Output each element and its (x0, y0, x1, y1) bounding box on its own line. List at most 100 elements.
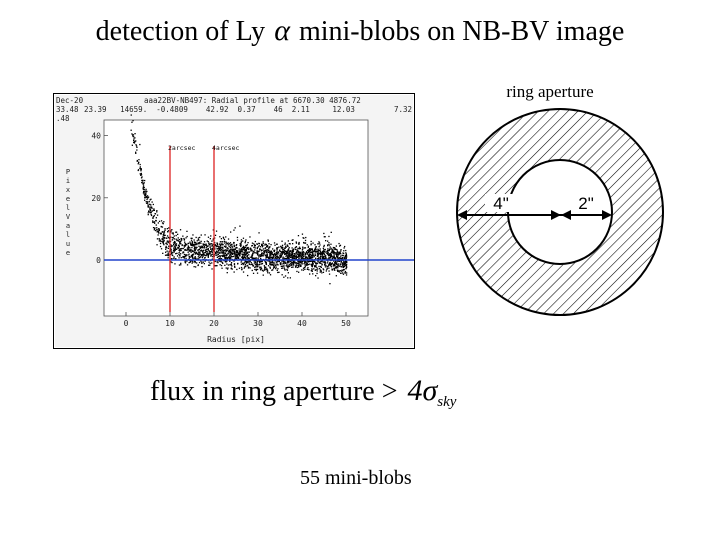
scatter-point (134, 137, 136, 139)
scatter-point (318, 242, 321, 244)
scatter-point (299, 253, 301, 255)
title-alpha-symbol: α (274, 14, 290, 47)
scatter-point (292, 262, 295, 264)
scatter-point (285, 254, 288, 256)
scatter-point (258, 255, 260, 257)
scatter-point (163, 234, 165, 237)
scatter-point (185, 257, 187, 260)
scatter-point (340, 249, 342, 251)
scatter-point (238, 267, 241, 269)
scatter-point (152, 220, 154, 222)
scatter-point (160, 232, 162, 235)
scatter-point (215, 250, 218, 252)
scatter-point (176, 252, 178, 254)
y-axis-label-char: u (66, 240, 70, 248)
scatter-point (146, 190, 148, 193)
scatter-point (308, 258, 310, 260)
scatter-point (323, 245, 325, 248)
scatter-point (346, 263, 348, 266)
scatter-point (298, 253, 301, 255)
scatter-point (335, 245, 337, 247)
scatter-point (342, 264, 344, 266)
scatter-point (315, 264, 317, 267)
scatter-point (170, 245, 173, 247)
scatter-point (322, 250, 324, 253)
scatter-point (264, 266, 266, 268)
scatter-point (310, 244, 312, 246)
scatter-point (262, 241, 264, 243)
scatter-point (290, 256, 292, 259)
scatter-point (300, 255, 302, 257)
scatter-point (230, 251, 232, 253)
scatter-point (330, 255, 333, 257)
scatter-point (198, 248, 200, 251)
scatter-point (254, 261, 256, 263)
scatter-point (246, 255, 248, 257)
scatter-point (214, 234, 217, 236)
x-tick-label: 20 (209, 319, 219, 328)
scatter-point (304, 264, 306, 266)
scatter-point (259, 261, 261, 264)
scatter-point (293, 257, 295, 259)
scatter-point (318, 246, 320, 248)
scatter-point (254, 245, 256, 247)
scatter-point (224, 253, 226, 255)
scatter-point (246, 261, 249, 263)
scatter-point (199, 246, 201, 248)
scatter-point (224, 264, 226, 266)
scatter-point (334, 269, 336, 271)
scatter-point (245, 251, 248, 253)
scatter-point (193, 249, 196, 251)
scatter-point (333, 257, 335, 259)
scatter-point (303, 237, 305, 239)
scatter-point (290, 253, 292, 255)
scatter-point (257, 264, 259, 266)
scatter-point (203, 252, 205, 254)
scatter-point (279, 254, 281, 257)
scatter-point (173, 240, 176, 243)
scatter-point (178, 264, 181, 266)
scatter-point (296, 266, 299, 269)
scatter-point (193, 247, 195, 250)
scatter-point (314, 266, 316, 268)
scatter-point (235, 253, 238, 256)
scatter-point (227, 264, 230, 266)
scatter-point (345, 254, 348, 256)
scatter-point (184, 254, 186, 256)
scatter-point (236, 255, 238, 257)
scatter-point (270, 253, 272, 255)
scatter-point (320, 270, 322, 272)
scatter-point (257, 268, 259, 271)
scatter-point (243, 253, 245, 255)
scatter-point (311, 270, 313, 272)
scatter-point (147, 204, 149, 206)
scatter-point (273, 264, 275, 266)
scatter-point (224, 256, 226, 258)
scatter-point (242, 247, 244, 249)
scatter-point (214, 244, 217, 246)
scatter-point (216, 248, 218, 250)
outer-radius-label: 4" (493, 194, 509, 213)
scatter-point (297, 260, 299, 262)
scatter-point (230, 231, 232, 233)
scatter-point (232, 253, 234, 255)
scatter-point (284, 261, 286, 263)
scatter-point (346, 261, 348, 263)
scatter-point (311, 250, 313, 252)
scatter-point (166, 237, 168, 239)
scatter-point (203, 249, 205, 251)
scatter-point (298, 271, 300, 273)
scatter-point (204, 254, 206, 256)
scatter-point (287, 250, 289, 252)
scatter-point (257, 257, 259, 259)
scatter-point (151, 207, 153, 209)
scatter-point (334, 258, 336, 260)
scatter-point (210, 251, 212, 253)
scatter-point (333, 267, 335, 270)
scatter-point (220, 248, 222, 250)
scatter-point (298, 252, 300, 254)
scatter-point (319, 269, 322, 271)
scatter-point (162, 242, 165, 245)
scatter-point (309, 273, 311, 275)
scatter-point (271, 253, 273, 255)
